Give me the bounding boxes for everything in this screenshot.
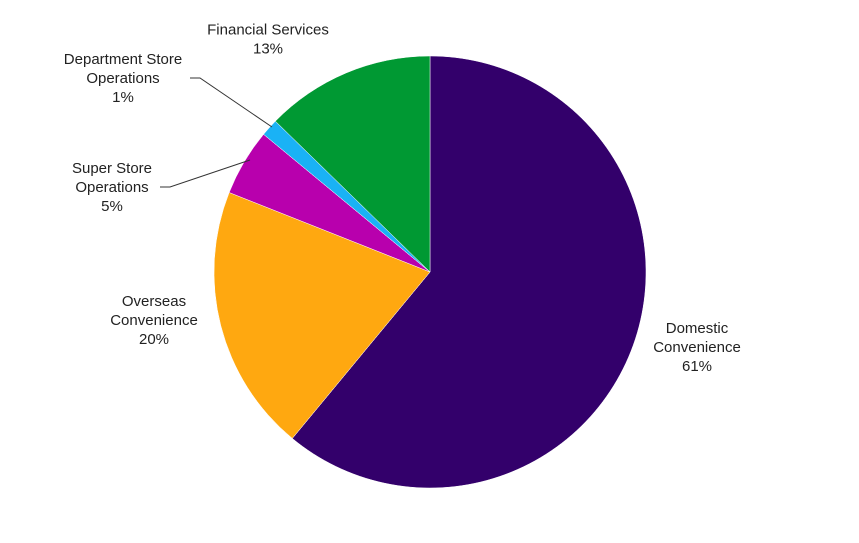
slice-label-line: Super Store bbox=[72, 160, 152, 177]
slice-label: Overseas Convenience 20% bbox=[110, 293, 198, 348]
pie-slice bbox=[275, 55, 431, 273]
leader-line bbox=[190, 77, 273, 128]
leader-line bbox=[160, 159, 251, 188]
slice-percent: 1% bbox=[112, 89, 134, 106]
slice-percent: 61% bbox=[682, 358, 712, 375]
slice-label-line: Operations bbox=[86, 70, 159, 87]
slice-percent: 13% bbox=[253, 41, 283, 58]
slice-label: Financial Services 13% bbox=[207, 22, 329, 58]
slice-label: Super Store Operations 5% bbox=[72, 160, 152, 215]
slice-label: Department Store Operations 1% bbox=[64, 51, 182, 106]
pie-slice bbox=[291, 55, 647, 489]
slice-label-line: Department Store bbox=[64, 51, 182, 68]
slice-label-line: Convenience bbox=[653, 339, 741, 356]
slice-percent: 5% bbox=[101, 198, 123, 215]
slice-label-line: Operations bbox=[75, 179, 148, 196]
slice-label-line: Domestic bbox=[666, 320, 729, 337]
slice-labels: Domestic Convenience 61% Overseas Convenienc… bbox=[64, 22, 741, 376]
pie-slice bbox=[213, 192, 431, 439]
slice-label: Domestic Convenience 61% bbox=[653, 320, 741, 375]
slice-label-line: Overseas bbox=[122, 293, 186, 310]
pie-slices bbox=[213, 55, 647, 489]
slice-label-line: Financial Services bbox=[207, 22, 329, 39]
slice-percent: 20% bbox=[139, 331, 169, 348]
leader-lines bbox=[160, 77, 273, 188]
slice-label-line: Convenience bbox=[110, 312, 198, 329]
